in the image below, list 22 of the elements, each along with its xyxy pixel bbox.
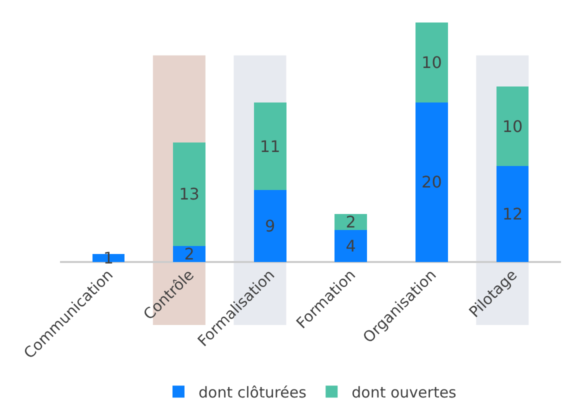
legend-label: dont clôturées <box>198 384 307 402</box>
data-label: 2 <box>346 212 356 232</box>
bar <box>416 102 448 262</box>
bar <box>254 190 286 262</box>
legend-label: dont ouvertes <box>352 384 457 402</box>
data-label: 10 <box>422 53 442 72</box>
bar <box>254 102 286 190</box>
bar <box>496 86 529 166</box>
data-label: 13 <box>179 184 200 204</box>
data-label: 2 <box>184 244 194 264</box>
data-label: 11 <box>260 136 280 156</box>
bar <box>496 166 529 262</box>
bar <box>334 230 368 262</box>
data-label: 12 <box>502 204 523 224</box>
data-label: 4 <box>346 236 356 256</box>
bar <box>334 214 368 230</box>
data-label: 9 <box>265 216 276 236</box>
bar <box>173 142 206 246</box>
bar <box>173 246 206 262</box>
bar <box>416 22 448 102</box>
data-label: 20 <box>422 172 442 192</box>
data-label: 10 <box>502 116 523 136</box>
